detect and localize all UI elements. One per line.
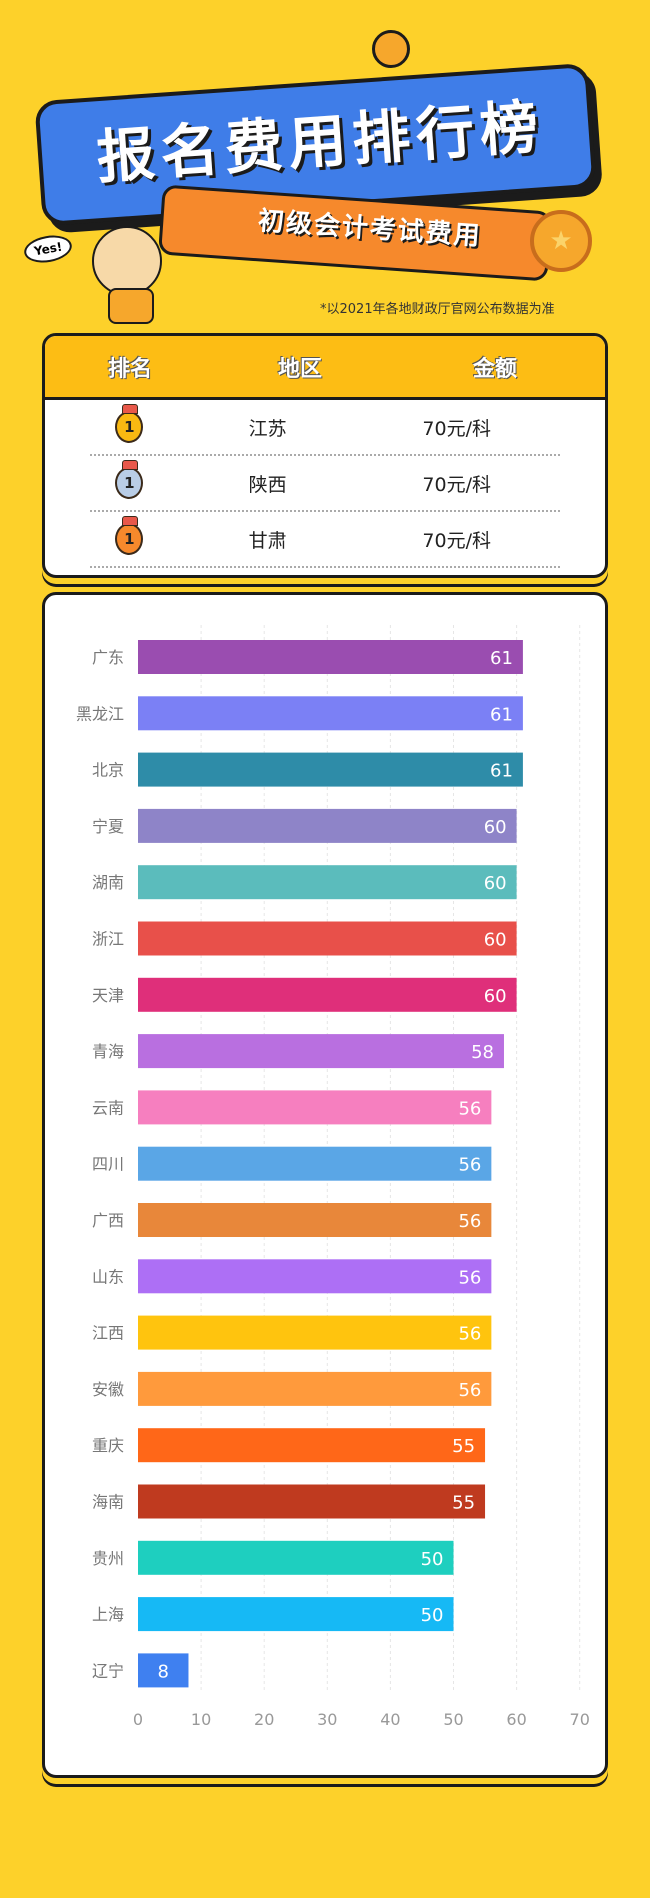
category-label: 浙江 [92, 930, 124, 949]
amount: 70元/科 [422, 529, 492, 552]
header-amount: 金额 [472, 356, 517, 382]
value-label: 61 [490, 761, 513, 782]
bar [138, 1540, 454, 1575]
value-label: 50 [421, 1605, 444, 1626]
category-label: 青海 [92, 1042, 124, 1061]
category-label: 北京 [92, 761, 124, 780]
mascot-illustration [92, 226, 162, 296]
category-label: 四川 [92, 1155, 124, 1174]
bar [138, 1203, 492, 1237]
value-label: 61 [490, 704, 513, 725]
category-label: 海南 [92, 1493, 124, 1512]
x-tick-label: 30 [317, 1710, 337, 1729]
x-tick-label: 40 [380, 1710, 400, 1729]
bar [138, 752, 523, 787]
category-label: 山东 [92, 1267, 124, 1286]
category-label: 辽宁 [92, 1661, 124, 1680]
bar-chart: 0 10 20 30 40 50 60 70 广东 61 黑龙江 61 北京 61 宁夏 60 湖南 60 浙江 60… [76, 625, 590, 1729]
x-tick-label: 20 [254, 1710, 274, 1729]
x-tick-label: 10 [191, 1710, 211, 1729]
category-label: 宁夏 [92, 817, 124, 836]
top-rank-table: 排名 地区 金额 1 江苏 70元/科 1 陕西 70元/科 1 甘肃 70元/科 [42, 333, 608, 578]
x-tick-label: 50 [443, 1710, 463, 1729]
bar [138, 865, 517, 900]
coin-decoration [372, 30, 410, 68]
x-tick-label: 0 [133, 1710, 143, 1729]
rank-medal-icon: 1 [115, 516, 144, 555]
category-label: 黑龙江 [76, 704, 124, 723]
value-label: 61 [490, 648, 513, 669]
value-label: 56 [458, 1324, 481, 1345]
x-tick-label: 60 [506, 1710, 526, 1729]
value-label: 55 [452, 1493, 475, 1514]
rank-medal-icon: 1 [115, 404, 144, 443]
mascot-body [108, 288, 154, 324]
value-label: 56 [458, 1098, 481, 1119]
category-label: 江西 [92, 1324, 124, 1343]
star-medal-icon: ★ [530, 210, 592, 272]
value-label: 60 [484, 986, 507, 1007]
category-label: 贵州 [92, 1549, 124, 1568]
amount: 70元/科 [422, 417, 492, 440]
value-label: 50 [421, 1549, 444, 1570]
value-label: 60 [484, 873, 507, 894]
category-label: 上海 [92, 1605, 124, 1624]
bar [138, 1090, 492, 1125]
bar [138, 1484, 486, 1519]
bar [138, 1653, 189, 1688]
bar [138, 921, 517, 956]
value-label: 60 [484, 817, 507, 838]
category-label: 天津 [92, 986, 124, 1005]
bar [138, 1034, 504, 1069]
bar-chart-card: 0 10 20 30 40 50 60 70 广东 61 黑龙江 61 北京 61 宁夏 60 湖南 60 浙江 60… [42, 592, 608, 1778]
data-source-note: *以2021年各地财政厅官网公布数据为准 [320, 302, 555, 317]
header-rank: 排名 [107, 356, 152, 382]
bar [138, 977, 517, 1012]
value-label: 58 [471, 1042, 494, 1063]
value-label: 56 [458, 1380, 481, 1401]
bar [138, 1428, 486, 1463]
bar [138, 1146, 492, 1181]
table-header: 排名 地区 金额 [45, 336, 605, 400]
header-region: 地区 [277, 356, 322, 382]
table-row: 1 江苏 70元/科 [90, 400, 560, 456]
x-tick-label: 70 [570, 1710, 590, 1729]
category-label: 安徽 [92, 1380, 124, 1399]
yes-bubble: Yes! [22, 232, 75, 266]
bar [138, 640, 523, 674]
value-label: 8 [158, 1661, 169, 1682]
rank-number: 1 [124, 418, 135, 436]
table-body: 1 江苏 70元/科 1 陕西 70元/科 1 甘肃 70元/科 [45, 400, 605, 568]
table-row: 1 陕西 70元/科 [90, 456, 560, 512]
value-label: 56 [458, 1211, 481, 1232]
bar [138, 808, 517, 843]
value-label: 60 [484, 930, 507, 951]
category-label: 云南 [92, 1098, 124, 1117]
region: 陕西 [248, 473, 287, 496]
rank-number: 1 [124, 474, 135, 492]
region: 江苏 [248, 417, 287, 440]
value-label: 56 [458, 1267, 481, 1288]
value-label: 55 [452, 1436, 475, 1457]
amount: 70元/科 [422, 473, 492, 496]
table-row: 1 甘肃 70元/科 [90, 512, 560, 568]
bar [138, 1371, 492, 1406]
rank-number: 1 [124, 530, 135, 548]
region: 甘肃 [248, 529, 287, 552]
value-label: 56 [458, 1155, 481, 1176]
category-label: 湖南 [92, 873, 124, 892]
category-label: 广西 [92, 1211, 124, 1230]
rank-medal-icon: 1 [115, 460, 144, 499]
bar [138, 1259, 492, 1294]
bar [138, 696, 523, 731]
bar [138, 1597, 454, 1632]
category-label: 广东 [92, 648, 124, 667]
bar [138, 1315, 492, 1350]
category-label: 重庆 [92, 1436, 124, 1455]
